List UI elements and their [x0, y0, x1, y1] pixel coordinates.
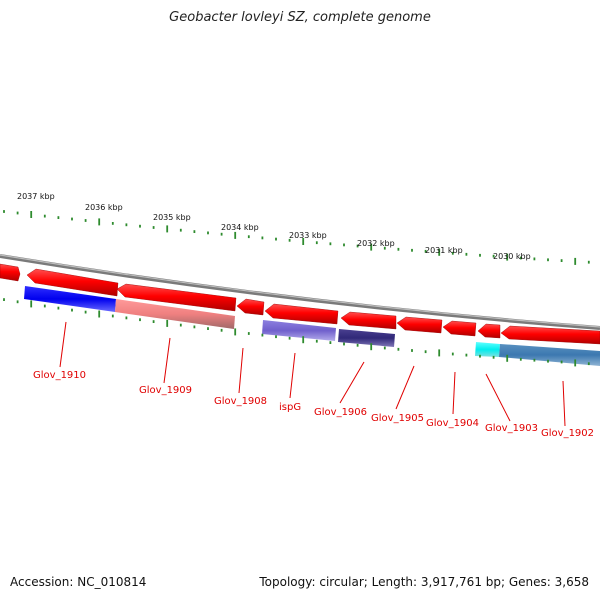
kbp-label: 2037 kbp	[17, 192, 55, 201]
gene-label: Glov_1903	[485, 423, 538, 434]
map-title: Geobacter lovleyi SZ, complete genome	[169, 10, 431, 25]
gene-label: Glov_1909	[139, 385, 192, 396]
kbp-label: 2031 kbp	[425, 246, 463, 255]
gene-arrow	[0, 263, 21, 282]
outer-tick-ring	[3, 210, 590, 265]
gene-label: ispG	[279, 402, 301, 413]
leader-line	[59, 321, 67, 368]
gene-label: Glov_1904	[426, 418, 479, 429]
feature-block-cyan	[475, 342, 500, 357]
leader-line	[395, 365, 415, 410]
gene-label: Glov_1905	[371, 413, 424, 424]
feature-block-lavender	[262, 320, 336, 341]
gene-label: Glov_1908	[214, 396, 267, 407]
leader-line	[562, 380, 566, 427]
feature-block-blue	[24, 286, 116, 312]
feature-block-pink	[115, 299, 235, 329]
gene-arrow	[264, 303, 339, 325]
gene-label: Glov_1906	[314, 407, 367, 418]
leader-line	[452, 371, 456, 415]
leader-line	[163, 337, 171, 384]
kbp-label: 2036 kbp	[85, 203, 123, 212]
gene-label: Glov_1902	[541, 428, 594, 439]
inner-tick-ring	[3, 298, 590, 367]
gene-label: Glov_1910	[33, 370, 86, 381]
gene-labels: Glov_1910 Glov_1909 Glov_1908 ispG Glov_…	[33, 370, 594, 439]
gene-arrow	[500, 325, 600, 345]
genome-backbone	[0, 254, 600, 330]
genome-summary-text: Topology: circular; Length: 3,917,761 bp…	[259, 575, 589, 589]
kbp-label: 2034 kbp	[221, 223, 259, 232]
kbp-labels: 2037 kbp 2036 kbp 2035 kbp 2034 kbp 2033…	[17, 192, 531, 261]
leader-line	[289, 352, 296, 399]
leader-lines	[59, 321, 566, 427]
gene-arrow	[477, 323, 501, 339]
gene-arrow	[442, 320, 477, 337]
gene-arrow	[396, 316, 443, 334]
kbp-label: 2033 kbp	[289, 231, 327, 240]
leader-line	[339, 361, 365, 404]
feature-block-steel	[499, 344, 600, 366]
gene-arrow	[340, 311, 397, 330]
gene-arrows	[0, 263, 600, 345]
leader-line	[485, 373, 511, 422]
genome-backbone-highlight	[0, 254, 600, 328]
gene-arrow	[26, 268, 119, 297]
kbp-label: 2035 kbp	[153, 213, 191, 222]
gene-arrow	[116, 283, 237, 312]
leader-line	[238, 347, 244, 394]
gene-arrow	[236, 298, 265, 316]
kbp-label: 2032 kbp	[357, 239, 395, 248]
accession-text: Accession: NC_010814	[10, 575, 147, 589]
kbp-label: 2030 kbp	[493, 252, 531, 261]
feature-block-navy	[338, 329, 395, 347]
